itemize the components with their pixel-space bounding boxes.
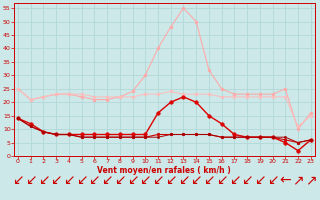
X-axis label: Vent moyen/en rafales ( km/h ): Vent moyen/en rafales ( km/h ) (98, 166, 231, 175)
